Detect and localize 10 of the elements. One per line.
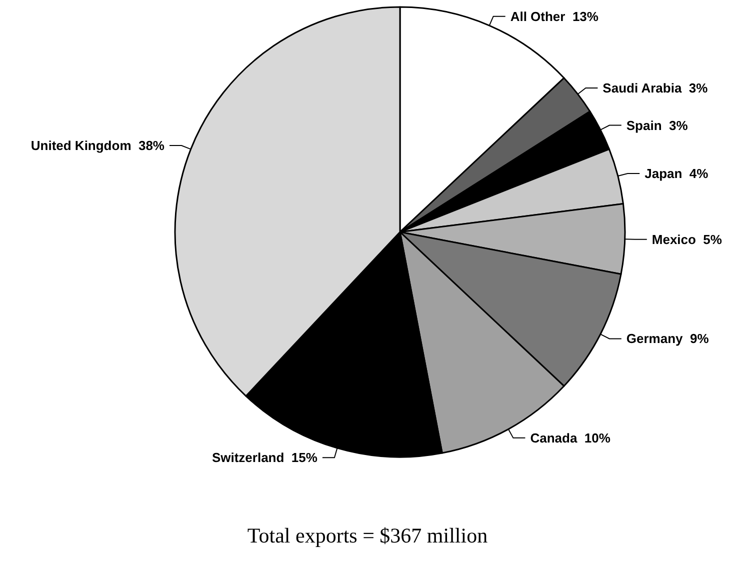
slice-label: Canada 10% (530, 430, 611, 446)
slice-label: Mexico 5% (652, 232, 722, 247)
slice-label: Germany 9% (626, 331, 710, 346)
slice-label: Switzerland 15% (212, 450, 318, 466)
slice-label: Saudi Arabia 3% (602, 80, 708, 96)
text: Total exports = $367 million (247, 524, 488, 548)
slice-label: Spain 3% (626, 118, 688, 133)
slice-label: All Other 13% (510, 8, 599, 24)
slice-label: Japan 4% (644, 166, 709, 182)
slice-label: United Kingdom 38% (30, 138, 165, 153)
